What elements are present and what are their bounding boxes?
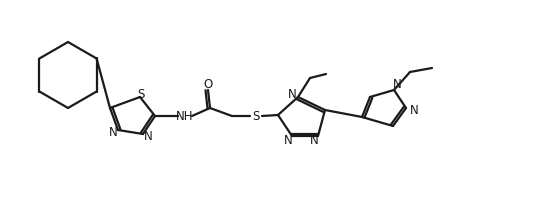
Text: N: N xyxy=(108,125,117,139)
Text: N: N xyxy=(310,134,318,147)
Text: N: N xyxy=(144,130,152,143)
Text: N: N xyxy=(284,134,293,147)
Text: N: N xyxy=(410,103,418,116)
Text: S: S xyxy=(252,110,260,122)
Text: N: N xyxy=(288,89,296,102)
Text: O: O xyxy=(203,78,213,91)
Text: N: N xyxy=(392,79,402,92)
Text: NH: NH xyxy=(176,111,194,123)
Text: S: S xyxy=(137,89,145,102)
